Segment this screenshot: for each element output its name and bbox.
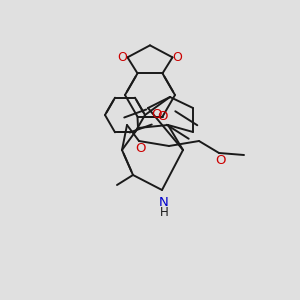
Text: H: H [160, 206, 168, 218]
Text: O: O [118, 51, 128, 64]
Text: O: O [158, 110, 168, 122]
Text: O: O [172, 51, 182, 64]
Text: N: N [159, 196, 169, 208]
Text: O: O [216, 154, 226, 167]
Text: O: O [136, 142, 146, 155]
Text: O: O [151, 109, 161, 122]
